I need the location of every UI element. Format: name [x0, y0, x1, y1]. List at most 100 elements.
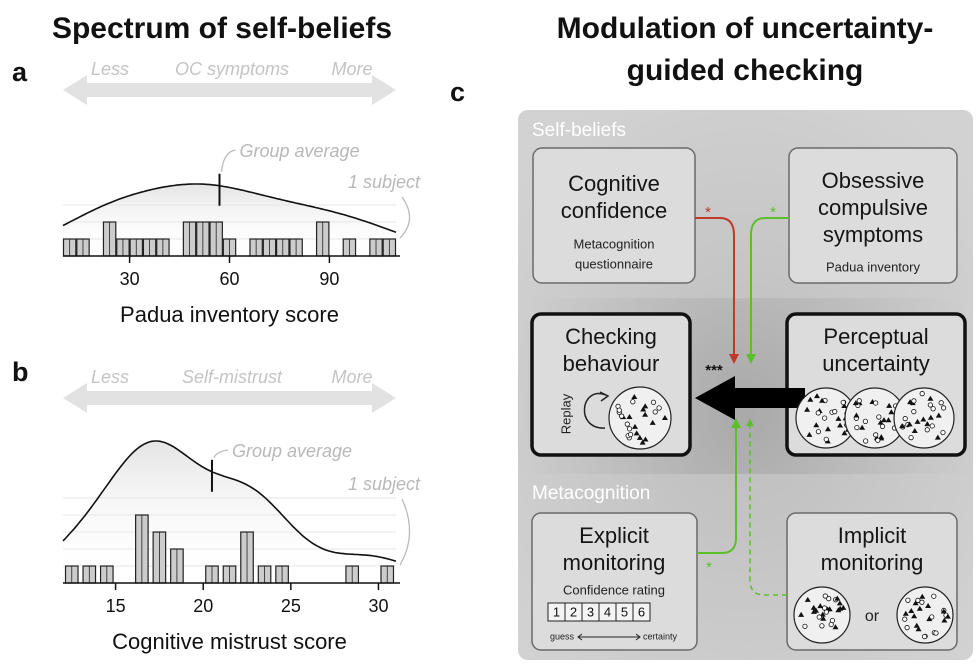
annotation-arrow — [214, 450, 228, 458]
stimulus-dot — [934, 631, 938, 635]
arrow-label: Less — [91, 59, 129, 79]
figure: Spectrum of self-beliefs a b Modulation … — [0, 0, 980, 664]
stimulus-dot — [631, 400, 635, 404]
stimulus-dot — [932, 594, 936, 598]
stimulus-dot — [822, 416, 826, 420]
node-text: monitoring — [821, 550, 924, 575]
stimulus-dot — [905, 625, 909, 629]
arrow-label: More — [331, 59, 372, 79]
stimulus-dot — [617, 408, 621, 412]
stimulus-dot — [816, 429, 820, 433]
stimulus-dot — [863, 439, 867, 443]
node-text: Perceptual — [823, 324, 928, 349]
stimulus-dot — [930, 424, 934, 428]
x-axis-label: Padua inventory score — [120, 302, 339, 327]
stimulus-dot — [651, 400, 655, 404]
node-text: symptoms — [823, 222, 923, 247]
stimulus-dot — [857, 399, 861, 403]
panel-label: b — [12, 357, 29, 387]
x-tick-label: 30 — [120, 269, 140, 289]
stimulus-dot — [817, 615, 821, 619]
stimulus-dot — [920, 391, 924, 395]
stimulus-dot — [855, 425, 859, 429]
arrow-label: Less — [91, 367, 129, 387]
stimulus-dot — [928, 403, 932, 407]
section-label: Metacognition — [532, 483, 650, 504]
stimulus-dot — [903, 617, 907, 621]
stimulus-dot — [816, 411, 820, 415]
panel-label: a — [12, 57, 28, 87]
stimulus-dot — [628, 432, 632, 436]
node-text: Cognitive — [568, 171, 660, 196]
node-subtext: Padua inventory — [826, 259, 920, 274]
rating-label: 1 — [553, 604, 560, 619]
stimulus-dot — [922, 634, 926, 638]
stimulus-dot — [627, 427, 631, 431]
stimulus-dot — [909, 435, 913, 439]
rating-label: 5 — [621, 604, 628, 619]
node-text: compulsive — [818, 195, 928, 220]
stimulus-dot — [939, 401, 943, 405]
annotation-arrow — [222, 150, 236, 172]
annotation: 1 subject — [348, 474, 421, 494]
annotation: Group average — [232, 441, 352, 461]
scale-arrow — [63, 383, 396, 413]
rating-end: guess — [550, 631, 575, 641]
stimulus-dot — [876, 438, 880, 442]
x-tick-label: 20 — [193, 596, 213, 616]
rating-end: certainty — [643, 631, 678, 641]
section-label: Self-beliefs — [532, 120, 626, 141]
stimulus-dot — [657, 406, 661, 410]
stimulus-dot — [820, 624, 824, 628]
annotation: 1 subject — [348, 172, 421, 192]
stimulus-dot — [830, 618, 834, 622]
arrow-label: Self-mistrust — [182, 367, 283, 387]
stimulus-dot — [863, 419, 867, 423]
right-title: Modulation of uncertainty- — [557, 12, 934, 45]
stimulus-dot — [941, 406, 945, 410]
right-title: guided checking — [627, 54, 864, 87]
x-tick-label: 90 — [319, 269, 339, 289]
stimulus-dot — [823, 594, 827, 598]
stimulus-dot — [877, 415, 881, 419]
stimulus-dot — [824, 437, 828, 441]
stimulus-dot — [625, 422, 629, 426]
arrow-label: More — [331, 367, 372, 387]
node-text: Implicit — [838, 523, 906, 548]
rating-label: 4 — [604, 604, 611, 619]
stimulus-dot — [912, 409, 916, 413]
x-tick-label: 25 — [281, 596, 301, 616]
node-text: Obsessive — [822, 168, 925, 193]
left-title: Spectrum of self-beliefs — [52, 12, 392, 45]
stimulus-dot — [941, 430, 945, 434]
annotation-arrow — [400, 499, 410, 565]
arrow-label: OC symptoms — [175, 59, 289, 79]
significance: *** — [705, 362, 723, 379]
rating-label: 6 — [638, 604, 645, 619]
annotation-arrow — [400, 197, 410, 238]
stimulus-dot — [873, 401, 877, 405]
star: * — [706, 559, 712, 576]
x-tick-label: 60 — [219, 269, 239, 289]
node-text: monitoring — [563, 550, 666, 575]
node-subtext: Replay — [558, 393, 573, 434]
node-subtext: Metacognition — [574, 236, 655, 251]
rating-label: 3 — [587, 604, 594, 619]
stimulus-dot — [880, 424, 884, 428]
stimulus-dot — [874, 433, 878, 437]
stimulus-dot — [906, 598, 910, 602]
star: * — [705, 204, 711, 221]
stimulus-dot — [903, 416, 907, 420]
annotation: Group average — [240, 141, 360, 161]
node-text: Checking — [565, 324, 657, 349]
node-text: uncertainty — [822, 351, 930, 376]
node-text: behaviour — [563, 351, 660, 376]
x-axis-label: Cognitive mistrust score — [112, 629, 347, 654]
node-subtext: or — [865, 608, 880, 625]
node-subtext: questionnaire — [575, 256, 653, 271]
stimulus-dot — [833, 409, 837, 413]
node-text: Explicit — [579, 523, 649, 548]
star: * — [770, 204, 776, 221]
x-tick-label: 15 — [106, 596, 126, 616]
stimulus-dot — [912, 399, 916, 403]
